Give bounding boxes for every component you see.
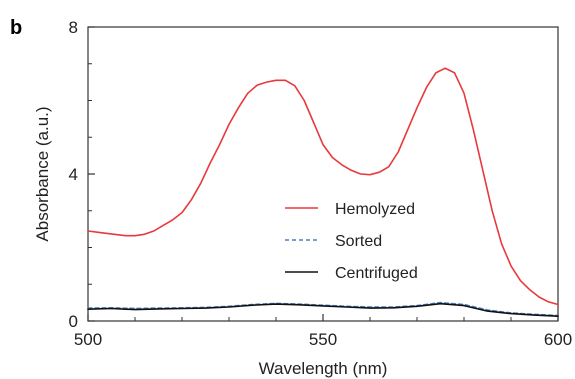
plot-border bbox=[87, 26, 559, 322]
axis-ticks: 500 550 600 0 4 8 bbox=[69, 18, 573, 349]
legend-label-centrifuged: Centrifuged bbox=[335, 265, 418, 282]
legend-label-sorted: Sorted bbox=[335, 233, 382, 250]
y-tick-label: 8 bbox=[69, 18, 78, 37]
legend-label-hemolyzed: Hemolyzed bbox=[335, 201, 415, 218]
x-axis-label: Wavelength (nm) bbox=[259, 359, 388, 378]
plot-frame bbox=[87, 26, 559, 322]
x-tick-label: 500 bbox=[74, 330, 102, 349]
y-tick-label: 4 bbox=[69, 165, 78, 184]
series-line-hemolyzed bbox=[87, 67, 559, 306]
x-tick-label: 550 bbox=[309, 330, 337, 349]
x-tick-label: 600 bbox=[544, 330, 572, 349]
y-axis-label: Absorbance (a.u.) bbox=[33, 106, 52, 241]
legend: Hemolyzed Sorted Centrifuged bbox=[285, 201, 418, 282]
series-line-centrifuged bbox=[87, 302, 559, 318]
y-tick-label: 0 bbox=[69, 312, 78, 331]
panel-label: b bbox=[10, 17, 22, 39]
series-layer bbox=[87, 67, 559, 318]
